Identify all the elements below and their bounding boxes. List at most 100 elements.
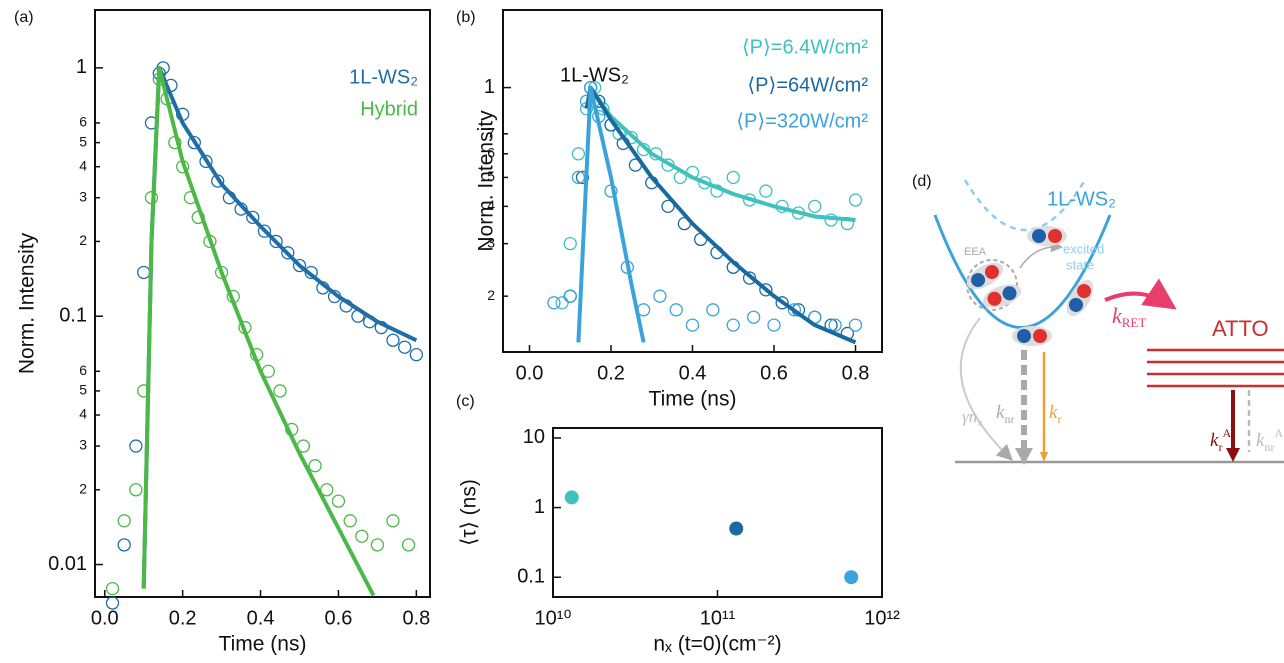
x-tick-label: 0.2 [169,607,197,629]
k-subscript: r [1057,412,1061,426]
x-tick-label: 0.4 [247,607,275,629]
y-tick-label: 3 [79,188,87,204]
y-tick-label: 2 [79,480,87,496]
data-point [105,581,120,596]
k-ret-label: kRET [1112,303,1146,330]
data-point [844,570,859,585]
data-point [331,494,346,508]
y-tick-label: 4 [79,157,87,173]
x-tick-label: 0.6 [760,362,788,384]
band-parabola [933,214,1112,329]
nr-arrowhead [1015,448,1033,465]
y-tick-label: 0.1 [517,566,545,588]
x-tick-label: 0.2 [597,362,625,384]
data-point [555,296,569,310]
data-point [137,265,151,280]
x-tick-label: 0.8 [842,362,870,384]
data-point [117,514,131,528]
data-point [129,439,143,453]
data-point [187,135,201,150]
data-point [848,318,863,332]
data-point [775,296,789,310]
charts: (a)0.0 0.2 0.4 0.6 0.80.01234560.1234561Time… [14,9,900,656]
data-point [563,289,577,303]
legend-entry: Hybrid [360,98,418,120]
y-axis-label: Norm. Intensity [16,232,39,374]
k-subscript: RET [1122,315,1147,330]
gamma-label: γnx [962,407,982,429]
y-tick-label: 2 [79,232,87,248]
fit-line [141,65,376,597]
data-point [726,170,740,185]
fit-line [576,85,646,343]
y-tick-label: 6 [79,362,87,378]
data-point [669,303,683,317]
y-tick-label: 3 [487,234,495,250]
k-superscript: A [1274,426,1283,440]
y-tick-label: 5 [79,133,87,149]
k-r-label: kr [1049,402,1061,425]
excited-parabola [963,179,1087,232]
data-point [281,246,295,260]
y-tick-label: 6 [487,145,495,161]
data-point [343,514,357,528]
k-r-a-label: krA [1210,426,1231,454]
kr-a-arrowhead [1226,448,1240,462]
data-point [409,348,424,362]
data-point [767,318,781,332]
k-symbol: k [1112,303,1123,328]
k-symbol: k [1256,430,1265,451]
panel-label: (a) [14,9,34,26]
y-tick-label: 1 [484,76,495,98]
k-symbol: k [1049,402,1058,423]
excitons [966,226,1094,346]
k-superscript: A [1222,426,1231,440]
data-point [729,521,744,536]
diagram: (d) 1L-WS₂ EEA excited state ATTO kRE [912,173,1284,465]
data-point [571,147,586,161]
data-point [257,224,272,238]
panel-label: (c) [456,393,475,410]
x-axis-label: Time (ns) [219,633,307,656]
eea-decay-arrow [959,317,1013,461]
ret-arrow [1104,278,1177,310]
data-point [117,538,131,552]
material-label: 1L-WS₂ [1047,188,1116,210]
data-point [661,199,675,213]
y-tick-label: 5 [487,168,495,184]
x-tick-label: 0.8 [402,607,430,629]
data-point [563,236,577,251]
x-tick-label: 0.0 [516,362,544,384]
fit-line [588,86,856,222]
data-point [105,596,120,610]
y-tick-label: 7 [487,125,495,141]
data-point [398,340,412,354]
data-point [386,333,400,347]
data-point [564,490,579,505]
y-tick-label: 4 [79,406,87,422]
data-point [386,514,400,528]
eea-label: EEA [964,246,987,258]
data-point [401,538,416,552]
data-point [575,170,590,185]
data-point [685,318,700,332]
data-point [273,384,287,398]
annotation: 1L-WS₂ [560,64,629,86]
y-tick-label: 10 [523,426,545,448]
panel-label: (b) [456,9,476,26]
excited-label: excited [1063,241,1104,256]
k-nr-a-label: knrA [1256,426,1283,454]
x-tick-label: 10¹¹ [700,607,736,629]
acceptor-label: ATTO [1212,316,1269,341]
data-point [320,483,334,497]
x-axis-label: nₓ (t=0)(cm⁻²) [653,633,781,656]
fit-line [584,85,857,345]
data-point [808,199,822,213]
state-label: state [1066,257,1094,272]
k-nr-label: knr [996,402,1014,425]
k-subscript: nr [1264,440,1274,454]
data-point [759,283,773,297]
data-point [308,459,322,473]
data-point [370,538,385,552]
